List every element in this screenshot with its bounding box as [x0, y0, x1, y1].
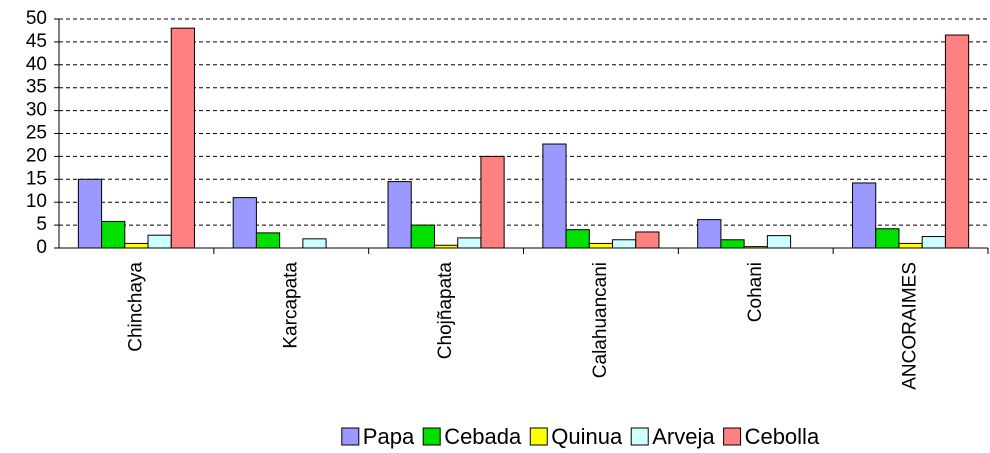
legend-swatch	[723, 427, 742, 446]
bar	[720, 239, 745, 249]
x-tick-label: Chojñapata	[435, 262, 456, 360]
bar	[433, 244, 459, 249]
y-tick-label: 20	[26, 145, 47, 166]
bar	[77, 178, 103, 249]
legend-swatch	[630, 427, 649, 446]
legend-label: Arveja	[652, 424, 715, 449]
y-tick-label: 0	[36, 237, 47, 258]
bar	[743, 246, 768, 249]
bar	[635, 231, 660, 249]
legend-label: Cebada	[444, 424, 522, 449]
bar	[852, 182, 877, 249]
bar	[124, 242, 149, 249]
bar	[565, 229, 590, 249]
y-tick-label: 10	[26, 191, 47, 212]
legend-label: Papa	[363, 424, 415, 449]
bar	[697, 219, 722, 249]
y-tick-label: 30	[26, 100, 47, 121]
bar	[542, 143, 567, 249]
bar	[170, 27, 195, 249]
x-tick-label: Chinchaya	[125, 262, 146, 352]
bar	[612, 239, 637, 249]
x-tick-label: Karcapata	[280, 262, 301, 349]
bar	[875, 228, 900, 249]
bar	[898, 242, 923, 249]
x-tick-label: ANCORAIMES	[900, 262, 921, 390]
y-tick-label: 35	[26, 77, 47, 98]
legend-label: Quinua	[551, 424, 623, 449]
bar	[302, 238, 327, 249]
bar	[921, 236, 946, 249]
bar	[588, 242, 614, 249]
legend-swatch	[422, 427, 441, 446]
bar	[147, 234, 172, 249]
bar	[410, 224, 435, 249]
y-tick-label: 5	[36, 214, 47, 235]
bar	[387, 181, 412, 249]
bar	[232, 197, 257, 249]
y-tick-label: 50	[26, 8, 47, 29]
y-tick-label: 40	[26, 54, 47, 75]
legend-swatch	[529, 427, 548, 446]
bar	[480, 155, 505, 249]
legend-label: Cebolla	[745, 424, 820, 449]
x-tick-label: Calahuancani	[590, 262, 611, 378]
legend-swatch	[341, 427, 360, 446]
bar	[766, 235, 792, 249]
bar	[457, 237, 482, 249]
y-tick-label: 25	[26, 123, 47, 144]
y-tick-label: 45	[26, 31, 47, 52]
bar	[944, 34, 970, 249]
y-tick-label: 15	[26, 168, 47, 189]
bar	[101, 220, 126, 249]
x-tick-label: Cohani	[745, 262, 766, 322]
bar	[255, 232, 281, 249]
